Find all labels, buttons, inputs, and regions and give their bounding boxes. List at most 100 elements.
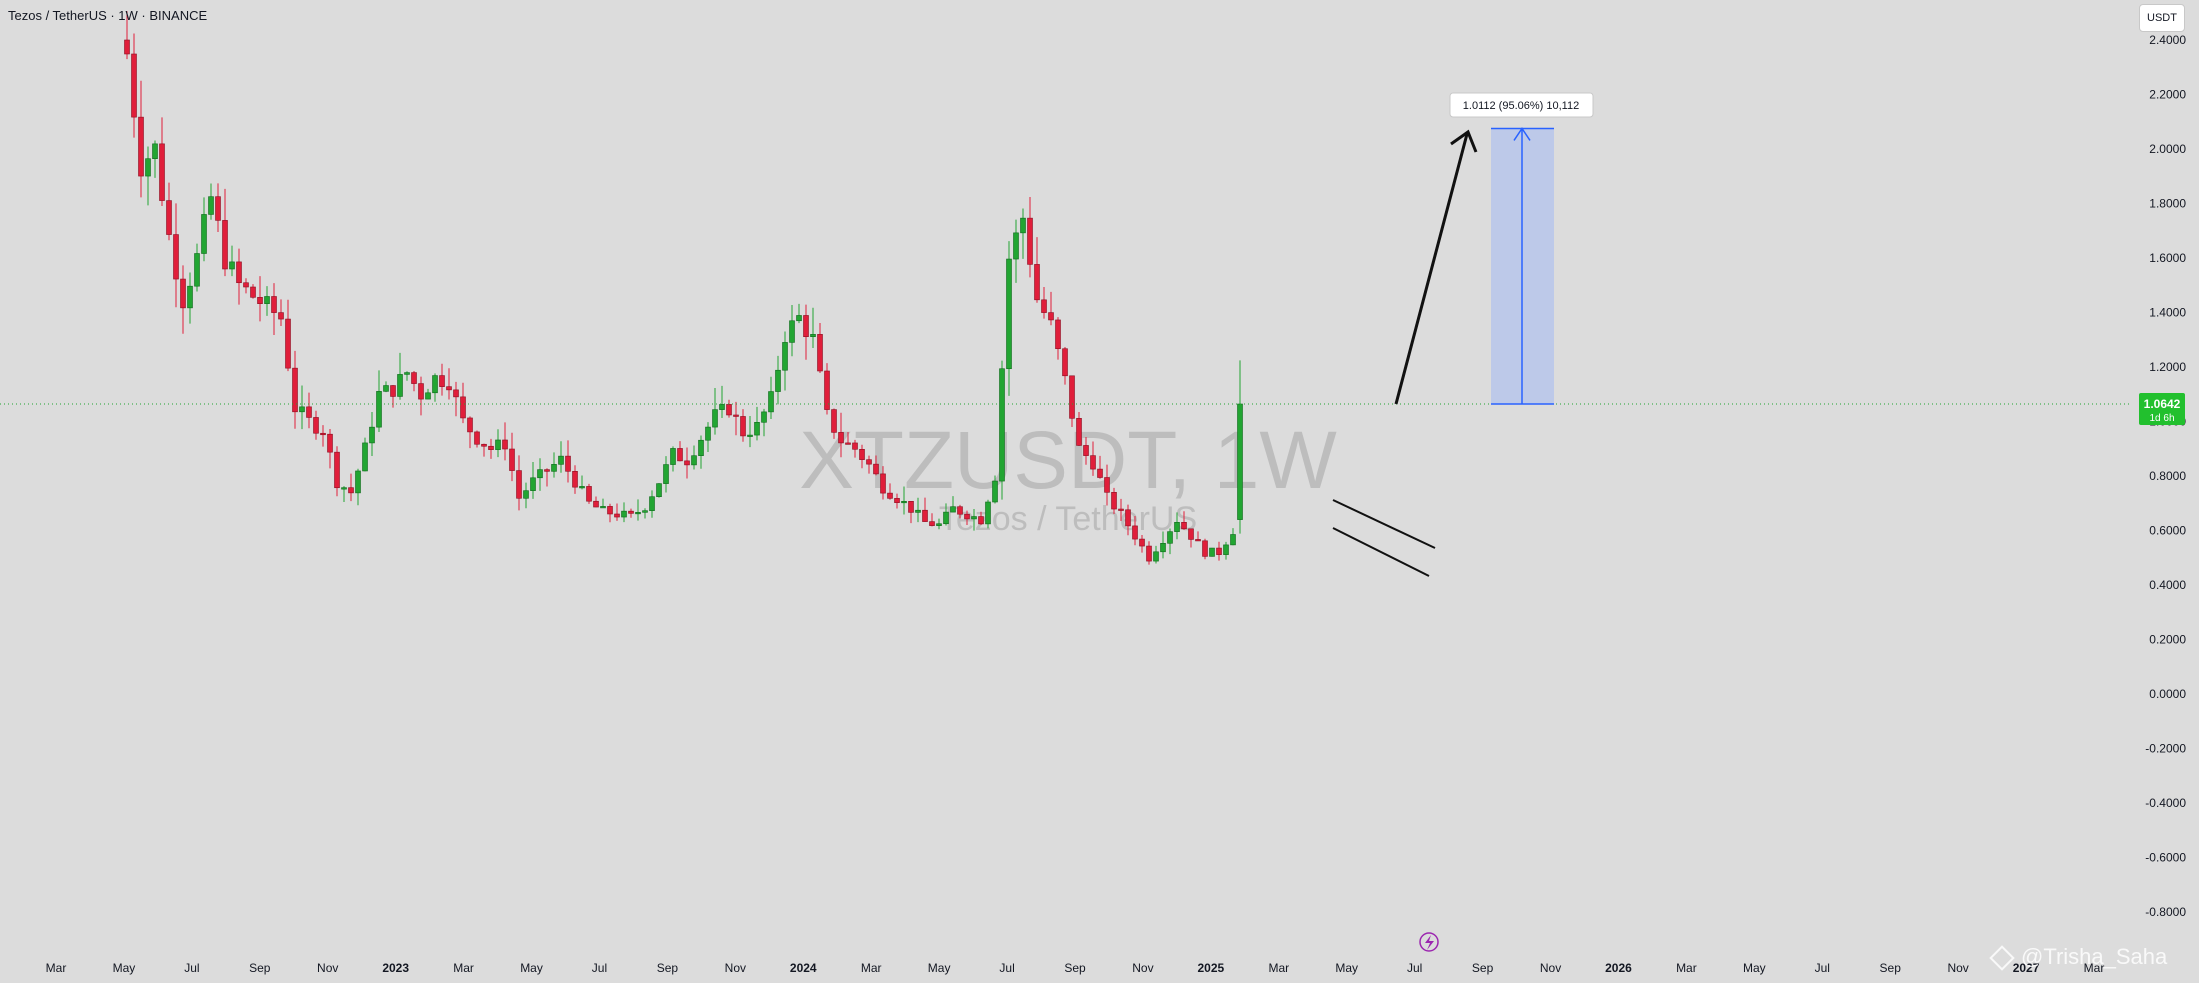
candle — [1104, 464, 1110, 506]
candle — [719, 385, 725, 418]
candle-body — [369, 426, 375, 444]
candle — [201, 197, 207, 262]
candle — [1202, 538, 1208, 560]
candle-body — [1055, 319, 1061, 350]
y-tick-label: 0.0000 — [2149, 687, 2186, 701]
projection-arrow — [1394, 129, 1478, 405]
candle — [1230, 528, 1236, 546]
candle — [915, 497, 921, 523]
candle — [425, 388, 431, 400]
x-tick-label: Jul — [1407, 961, 1422, 975]
candle — [670, 446, 676, 472]
candle-body — [663, 464, 669, 484]
candle — [999, 360, 1005, 500]
y-tick-label: 2.4000 — [2149, 33, 2186, 47]
candle-body — [1223, 544, 1229, 555]
candle-body — [348, 487, 354, 494]
candle-body — [1230, 534, 1236, 546]
candle — [1069, 375, 1075, 428]
candle-body — [880, 473, 886, 494]
candle-body — [1160, 542, 1166, 553]
x-axis: Mar May Jul Sep Nov 2023 Mar May Jul Sep Nov 2024 Ma… — [46, 961, 2105, 975]
candle-body — [404, 372, 410, 375]
candle-body — [761, 411, 767, 423]
candle-body — [1083, 445, 1089, 456]
y-tick-label: 0.6000 — [2149, 524, 2186, 538]
candle — [243, 278, 249, 294]
candle-body — [355, 470, 361, 494]
candle-body — [817, 334, 823, 372]
x-tick-label: Mar — [1268, 961, 1289, 975]
x-tick-label: Nov — [1540, 961, 1561, 975]
candle — [159, 117, 165, 207]
candle — [894, 493, 900, 509]
candle-body — [754, 422, 760, 436]
candle-body — [271, 296, 277, 313]
candle — [404, 371, 410, 381]
candle-body — [425, 392, 431, 400]
x-tick-label: May — [113, 961, 136, 975]
range-label-text: 1.0112 (95.06%) 10,112 — [1463, 100, 1579, 112]
candle-body — [243, 282, 249, 288]
candle-body — [775, 369, 781, 392]
candle — [222, 188, 228, 277]
y-tick-label: -0.2000 — [2145, 742, 2186, 756]
candle-body — [768, 391, 774, 413]
candle — [628, 508, 634, 518]
lightning-icon — [1419, 932, 1439, 952]
candle-body — [670, 448, 676, 465]
candle — [306, 392, 312, 429]
candle-body — [418, 383, 424, 400]
candle-body — [1034, 264, 1040, 301]
currency-button[interactable]: USDT — [2139, 4, 2185, 32]
candle — [229, 245, 235, 277]
candle — [964, 510, 970, 526]
candle — [1013, 219, 1019, 283]
candle — [1188, 528, 1194, 548]
candle-body — [460, 396, 466, 419]
candle-body — [257, 297, 263, 304]
candle — [467, 416, 473, 449]
candle-body — [523, 490, 529, 499]
candle — [726, 399, 732, 418]
candle-body — [733, 414, 739, 417]
candle-body — [866, 459, 872, 465]
candle — [551, 452, 557, 478]
candle — [327, 429, 333, 469]
candle — [460, 382, 466, 424]
candle — [1062, 347, 1068, 385]
candle — [355, 468, 361, 506]
candle — [957, 504, 963, 519]
x-tick-label: May — [928, 961, 951, 975]
candle — [397, 352, 403, 400]
arrow-shaft — [1394, 133, 1469, 405]
candle — [236, 248, 242, 305]
candle — [173, 203, 179, 308]
candle — [985, 499, 991, 529]
candle-body — [1006, 258, 1012, 370]
candle — [1118, 498, 1124, 521]
candle — [789, 305, 795, 357]
candle-body — [796, 315, 802, 322]
candle-body — [131, 53, 137, 118]
candle-body — [159, 143, 165, 201]
flag-upper-line — [1332, 499, 1436, 549]
candle — [481, 443, 487, 457]
x-tick-label: Sep — [1880, 961, 1902, 975]
candle-body — [873, 463, 879, 475]
candle — [215, 183, 221, 233]
x-tick-label: Sep — [249, 961, 271, 975]
candle-body — [1118, 508, 1124, 511]
candle — [166, 182, 172, 241]
candle — [691, 445, 697, 470]
candle-body — [894, 498, 900, 503]
candle-body — [999, 368, 1005, 482]
candle — [1195, 531, 1201, 542]
candle-body — [649, 496, 655, 511]
candles — [124, 11, 1243, 565]
candle-body — [1209, 547, 1215, 557]
candle-body — [922, 509, 928, 522]
candle-body — [285, 318, 291, 369]
